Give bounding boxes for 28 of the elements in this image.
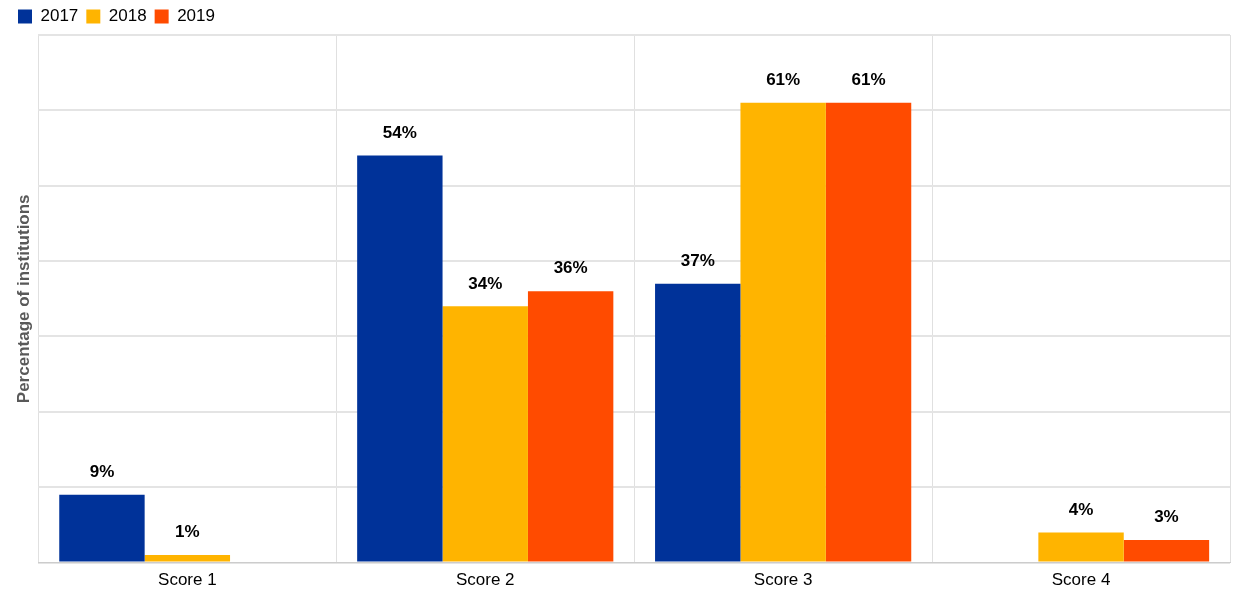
data-label: 1% — [175, 522, 200, 542]
legend-label: 2019 — [177, 6, 215, 26]
x-tick-label: Score 4 — [1051, 570, 1111, 590]
data-label: 37% — [680, 250, 715, 270]
data-label: 54% — [382, 122, 417, 142]
bar — [825, 102, 912, 562]
x-tick-label: Score 1 — [158, 570, 217, 590]
bar — [740, 102, 826, 562]
bar — [59, 494, 145, 562]
data-label: 9% — [89, 461, 115, 481]
legend-label: 2017 — [40, 6, 79, 26]
bar — [527, 291, 614, 562]
data-label: 36% — [553, 258, 588, 278]
x-tick-label: Score 3 — [753, 570, 813, 590]
bar — [442, 306, 528, 562]
bar — [655, 283, 741, 562]
bar — [1123, 539, 1210, 562]
data-label: 4% — [1068, 499, 1094, 519]
legend-label: 2018 — [108, 6, 147, 26]
bar — [357, 155, 443, 562]
x-tick-label: Score 2 — [455, 570, 515, 590]
data-label: 61% — [766, 70, 801, 90]
bar — [144, 555, 231, 562]
bar — [1038, 532, 1124, 562]
data-label: 3% — [1154, 507, 1179, 527]
y-axis-title: Percentage of institutions — [13, 194, 33, 404]
data-label: 34% — [468, 273, 503, 293]
data-label: 61% — [851, 70, 886, 90]
